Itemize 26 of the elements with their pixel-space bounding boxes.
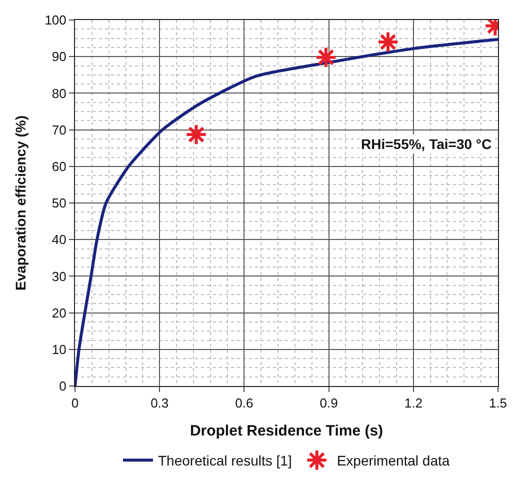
y-tick-label: 10: [52, 342, 66, 357]
legend-label: Theoretical results [1]: [158, 452, 292, 469]
x-axis-title: Droplet Residence Time (s): [190, 422, 384, 440]
y-tick-label: 60: [52, 158, 66, 174]
point: [185, 123, 208, 146]
legend-label: Experimental data: [336, 452, 450, 469]
y-tick-label: 70: [52, 122, 66, 138]
y-tick-label: 20: [52, 305, 66, 320]
x-tick-label: 0.9: [320, 396, 338, 411]
y-tick-label: 30: [52, 268, 66, 284]
x-tick-label: 0.6: [235, 396, 254, 411]
y-tick-label: 100: [44, 12, 66, 28]
y-tick-label: 0: [59, 378, 66, 394]
y-tick-label: 50: [52, 196, 66, 211]
point: [376, 30, 400, 54]
point: [314, 46, 338, 68]
y-tick-label: 90: [52, 49, 66, 64]
annotation: RHi=55%, Tai=30 °C: [361, 136, 492, 152]
y-tick-label: 40: [52, 232, 66, 248]
y-axis-title: Evaporation efficiency (%): [12, 115, 28, 291]
x-tick-label: 1.5: [488, 396, 508, 411]
x-tick-label: 0: [71, 396, 79, 411]
line-series: [75, 38, 498, 386]
x-tick-label: 0.3: [150, 396, 169, 411]
y-tick-label: 80: [52, 86, 66, 101]
x-tick-label: 1.2: [404, 396, 422, 411]
